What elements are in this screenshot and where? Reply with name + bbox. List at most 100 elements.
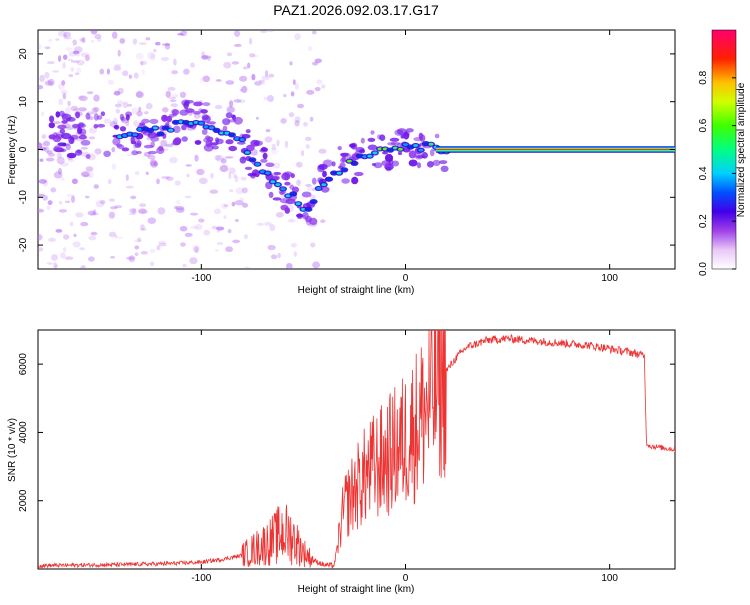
noise-blob bbox=[88, 127, 97, 134]
ridge-halo-blob bbox=[149, 118, 159, 125]
ridge-core-blob bbox=[301, 207, 306, 211]
noise-blob bbox=[68, 51, 77, 57]
ridge-halo-blob bbox=[417, 162, 421, 169]
ridge-core-blob bbox=[198, 121, 204, 125]
noise-blob bbox=[243, 266, 251, 269]
noise-blob bbox=[60, 176, 65, 181]
noise-blob bbox=[63, 246, 67, 253]
noise-blob bbox=[45, 157, 55, 162]
ridge-halo-blob bbox=[272, 197, 282, 201]
noise-blob bbox=[221, 203, 228, 210]
noise-blob bbox=[38, 193, 45, 197]
noise-blob bbox=[67, 158, 75, 163]
ridge-halo-blob bbox=[66, 152, 77, 159]
noise-blob bbox=[117, 236, 123, 240]
y-tick-label: 0 bbox=[18, 146, 29, 152]
ridge-halo-blob bbox=[59, 110, 65, 117]
noise-blob bbox=[216, 226, 225, 231]
noise-blob bbox=[239, 197, 244, 201]
noise-blob bbox=[139, 60, 148, 65]
ridge-halo-blob bbox=[396, 128, 407, 136]
colorbar-tick-label: 0.2 bbox=[698, 214, 709, 228]
ridge-halo-blob bbox=[181, 124, 187, 131]
noise-blob bbox=[39, 74, 45, 83]
noise-blob bbox=[67, 100, 71, 107]
ridge-halo-blob bbox=[143, 144, 154, 149]
ridge-halo-blob bbox=[62, 142, 67, 147]
ridge-halo-blob bbox=[246, 144, 255, 151]
noise-blob bbox=[76, 59, 85, 66]
ridge-core-blob bbox=[158, 132, 163, 136]
noise-blob bbox=[190, 225, 199, 230]
noise-blob bbox=[58, 200, 63, 205]
ridge-core-blob bbox=[260, 170, 265, 174]
noise-blob bbox=[194, 154, 199, 162]
noise-blob bbox=[223, 61, 232, 69]
noise-blob bbox=[48, 153, 56, 157]
noise-blob bbox=[65, 106, 71, 114]
spectrogram-ylabel: Frequency (Hz) bbox=[7, 116, 18, 185]
noise-blob bbox=[89, 171, 94, 179]
noise-blob bbox=[165, 90, 171, 98]
noise-blob bbox=[270, 148, 278, 155]
ridge-core-blob bbox=[280, 187, 286, 191]
ridge-halo-blob bbox=[119, 113, 124, 121]
noise-blob bbox=[71, 178, 78, 185]
ridge-halo-blob bbox=[391, 160, 400, 167]
noise-blob bbox=[210, 172, 214, 179]
ridge-halo-blob bbox=[147, 150, 157, 155]
noise-blob bbox=[41, 111, 45, 117]
noise-blob bbox=[264, 136, 273, 143]
noise-blob bbox=[133, 120, 139, 127]
noise-blob bbox=[134, 252, 139, 256]
noise-blob bbox=[81, 171, 90, 177]
ridge-core-blob bbox=[239, 138, 245, 142]
noise-blob bbox=[290, 91, 295, 97]
noise-blob bbox=[241, 85, 248, 93]
ridge-core-blob bbox=[326, 177, 332, 181]
ridge-halo-blob bbox=[136, 140, 142, 147]
ridge-core-blob bbox=[321, 183, 327, 187]
noise-blob bbox=[192, 245, 200, 253]
noise-blob bbox=[311, 30, 317, 35]
ridge-halo-blob bbox=[85, 154, 91, 159]
noise-blob bbox=[140, 250, 148, 255]
noise-blob bbox=[164, 42, 171, 50]
noise-blob bbox=[126, 153, 132, 156]
noise-blob bbox=[293, 251, 298, 257]
noise-blob bbox=[129, 212, 135, 215]
noise-blob bbox=[114, 64, 122, 67]
ridge-halo-blob bbox=[222, 125, 228, 132]
noise-blob bbox=[111, 163, 117, 170]
noise-blob bbox=[108, 231, 117, 238]
noise-blob bbox=[309, 194, 316, 200]
noise-blob bbox=[288, 112, 295, 118]
noise-blob bbox=[90, 212, 99, 216]
noise-blob bbox=[135, 91, 144, 98]
noise-blob bbox=[160, 57, 170, 61]
ridge-core-blob bbox=[372, 151, 378, 155]
noise-blob bbox=[201, 51, 206, 58]
noise-blob bbox=[228, 189, 234, 193]
ridge-halo-blob bbox=[225, 112, 233, 119]
ridge-core-blob bbox=[336, 171, 342, 175]
noise-blob bbox=[122, 70, 129, 77]
ridge-halo-blob bbox=[408, 159, 418, 167]
ridge-halo-blob bbox=[200, 109, 208, 114]
noise-blob bbox=[57, 30, 67, 37]
noise-blob bbox=[232, 239, 241, 244]
ridge-core-blob bbox=[219, 131, 225, 135]
ridge-halo-blob bbox=[239, 156, 247, 164]
ridge-halo-blob bbox=[370, 130, 375, 135]
noise-blob bbox=[267, 30, 274, 33]
noise-blob bbox=[75, 212, 84, 218]
ridge-core-blob bbox=[392, 146, 398, 150]
ridge-halo-blob bbox=[262, 152, 268, 160]
ridge-halo-blob bbox=[305, 215, 312, 223]
ridge-halo-blob bbox=[273, 171, 282, 176]
ridge-halo-blob bbox=[96, 123, 106, 128]
snr-xlabel: Height of straight line (km) bbox=[298, 584, 415, 595]
noise-blob bbox=[153, 48, 157, 53]
noise-blob bbox=[136, 110, 143, 117]
noise-blob bbox=[194, 246, 199, 254]
